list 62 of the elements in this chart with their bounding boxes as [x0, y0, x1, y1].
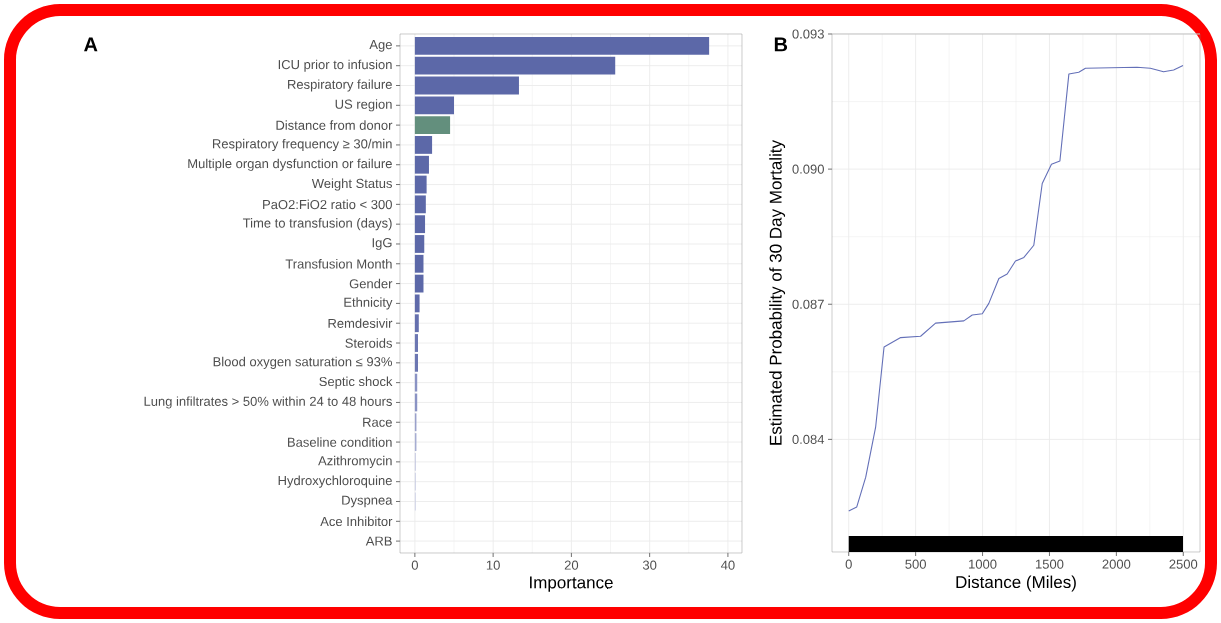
y-tick-label: Time to transfusion (days)	[242, 218, 392, 231]
y-tick-label: ICU prior to infusion	[278, 59, 392, 72]
x-tick-label: 10	[486, 560, 500, 570]
y-tick-label: Lung infiltrates > 50% within 24 to 48 hours	[144, 396, 392, 409]
y-tick-label: Weight Status	[311, 178, 392, 191]
y-tick-label: Respiratory failure	[288, 79, 392, 92]
bar	[414, 175, 427, 194]
y-tick-label: Steroids	[345, 338, 392, 348]
y-tick-label: 0.090	[792, 164, 824, 174]
bar	[414, 314, 419, 333]
bar	[414, 76, 519, 95]
x-axis-title: Importance	[530, 576, 613, 592]
x-tick-label: 40	[720, 560, 735, 570]
x-tick-label: 20	[564, 560, 579, 570]
bar	[414, 215, 426, 234]
bar	[414, 96, 454, 115]
x-tick-label: 30	[642, 560, 657, 570]
y-tick-label: Respiratory frequency ≥ 30/min	[212, 138, 392, 151]
bar	[414, 116, 451, 135]
x-tick-label: 0	[411, 560, 418, 570]
y-tick-label: Blood oxygen saturation ≤ 93%	[213, 356, 392, 369]
bar	[414, 353, 418, 372]
y-tick-label: ARB	[365, 536, 392, 546]
bar	[414, 36, 710, 55]
y-tick-label: 0.087	[792, 299, 824, 309]
y-axis-title: Estimated Probability of 30 Day Mortality	[769, 140, 786, 445]
x-tick-label: 500	[905, 559, 926, 569]
y-tick-label: US region	[335, 99, 392, 112]
bar	[414, 334, 418, 352]
x-axis-title: Distance (Miles)	[956, 575, 1076, 592]
x-tick-label: 0	[845, 559, 852, 569]
y-tick-label: Multiple organ dysfunction or failure	[188, 158, 392, 171]
y-tick-label: Azithromycin	[318, 455, 392, 468]
bar	[414, 195, 426, 214]
y-tick-label: Race	[363, 417, 392, 427]
y-tick-label: Ace Inhibitor	[320, 516, 393, 527]
y-tick-label: Distance from donor	[276, 120, 393, 130]
x-tick-label: 1000	[969, 559, 997, 569]
x-tick-label: 2000	[1102, 559, 1131, 569]
bar	[414, 235, 425, 253]
y-tick-label: Ethnicity	[344, 297, 393, 310]
y-tick-label: Dyspnea	[342, 495, 393, 508]
text: A	[84, 37, 98, 52]
text: B	[774, 37, 788, 52]
y-tick-label: Age	[369, 40, 392, 52]
x-tick-label: 1500	[1035, 559, 1064, 569]
bar	[414, 56, 616, 75]
y-tick-label: Remdesivir	[328, 318, 393, 328]
y-tick-label: IgG	[372, 238, 392, 250]
bar	[414, 254, 424, 273]
y-tick-label: Transfusion Month	[285, 259, 392, 269]
y-tick-label: Hydroxychloroquine	[278, 475, 392, 488]
y-tick-label: Baseline condition	[288, 437, 392, 447]
y-tick-label: 0.084	[792, 434, 825, 444]
y-tick-label: Gender	[349, 278, 393, 289]
y-tick-label: PaO2:FiO2 ratio < 300	[263, 199, 392, 210]
y-tick-label: 0.093	[792, 29, 824, 39]
bar	[414, 155, 429, 174]
x-tick-label: 2500	[1169, 559, 1198, 569]
line-series	[848, 64, 1184, 512]
bar	[414, 136, 433, 154]
y-tick-label: Septic shock	[319, 376, 393, 389]
